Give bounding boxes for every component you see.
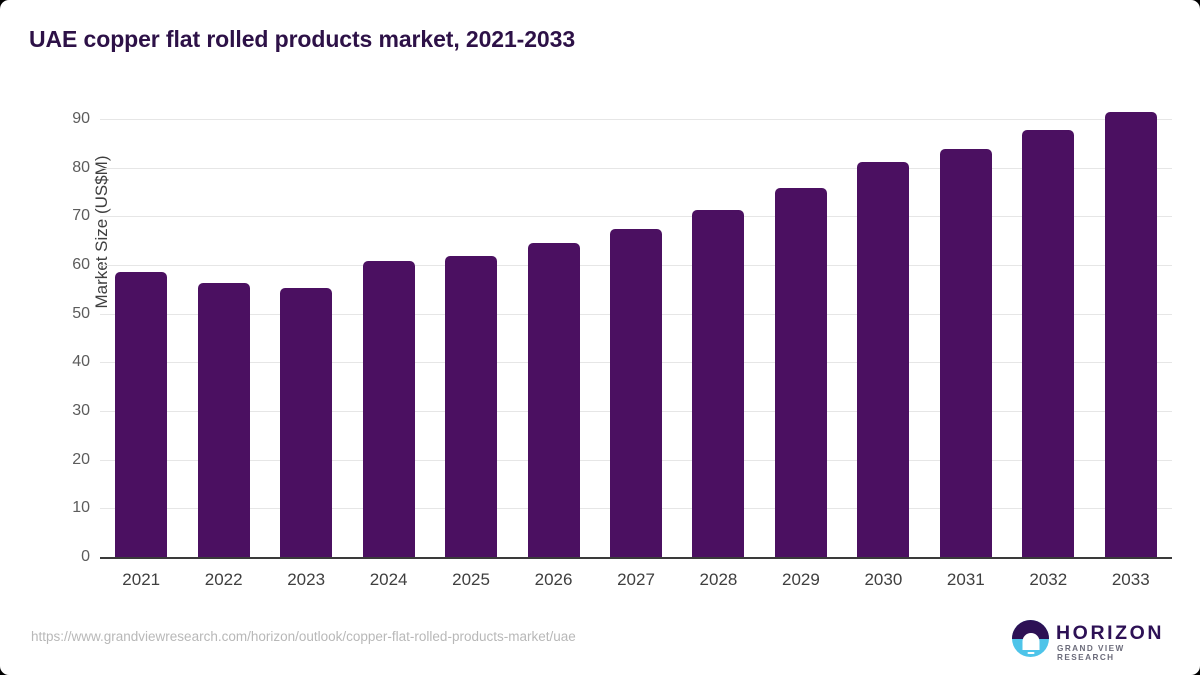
y-tick-label: 0 (81, 548, 90, 565)
bar-2030[interactable] (857, 162, 910, 557)
gridline (100, 119, 1172, 120)
horizon-logo-icon (1012, 620, 1049, 657)
bar-2028[interactable] (692, 210, 745, 557)
bar-2029[interactable] (774, 187, 827, 557)
bar-2024[interactable] (362, 261, 415, 557)
x-tick-label-2027: 2027 (617, 570, 655, 589)
x-tick-label-2025: 2025 (452, 570, 490, 589)
x-tick-label-2030: 2030 (864, 570, 903, 589)
x-tick-label-2029: 2029 (782, 570, 820, 589)
x-tick-label-2022: 2022 (204, 570, 243, 589)
plot-area (100, 111, 1172, 557)
x-tick-label-2023: 2023 (287, 570, 326, 589)
logo-sun-icon (1022, 632, 1039, 650)
bar-2021[interactable] (115, 272, 168, 557)
bar-2025[interactable] (445, 256, 498, 557)
x-tick-label-2033: 2033 (1111, 570, 1150, 589)
bar-2033[interactable] (1104, 111, 1157, 557)
gridline (100, 167, 1172, 169)
x-tick-label-2031: 2031 (946, 570, 985, 589)
logo-wordmark: HORIZON (1056, 622, 1165, 644)
y-tick-label: 20 (72, 450, 90, 468)
x-tick-label-2026: 2026 (534, 570, 573, 589)
bar-2023[interactable] (280, 288, 333, 557)
x-axis-line (100, 557, 1172, 559)
bar-2032[interactable] (1022, 130, 1075, 557)
logo-water-line-3 (1027, 651, 1034, 654)
y-tick-label: 30 (72, 402, 90, 419)
y-tick-label: 50 (72, 304, 90, 322)
bar-2027[interactable] (610, 229, 662, 557)
x-tick-label-2021: 2021 (122, 570, 161, 589)
logo-tagline: GRAND VIEW RESEARCH (1057, 644, 1125, 662)
bar-2031[interactable] (939, 149, 992, 557)
gridline (100, 216, 1172, 218)
horizon-logo: HORIZON GRAND VIEW RESEARCH (1012, 618, 1165, 662)
bar-2026[interactable] (527, 243, 580, 557)
x-tick-label-2028: 2028 (699, 570, 738, 589)
y-tick-label: 90 (72, 110, 90, 127)
bar-2022[interactable] (197, 283, 250, 557)
y-tick-label: 80 (72, 158, 90, 176)
y-tick-label: 60 (72, 256, 90, 273)
source-url[interactable]: https://www.grandviewresearch.com/horizo… (31, 629, 576, 644)
x-tick-label-2024: 2024 (369, 570, 408, 589)
logo-upper-half (1012, 620, 1049, 639)
page-title: UAE copper flat rolled products market, … (29, 26, 576, 52)
logo-water-line-2 (1025, 648, 1036, 651)
logo-water-line-1 (1023, 644, 1038, 647)
y-tick-label: 10 (72, 499, 90, 517)
y-tick-label: 70 (72, 207, 90, 225)
y-tick-label: 40 (72, 353, 90, 371)
x-tick-label-2032: 2032 (1029, 570, 1068, 589)
